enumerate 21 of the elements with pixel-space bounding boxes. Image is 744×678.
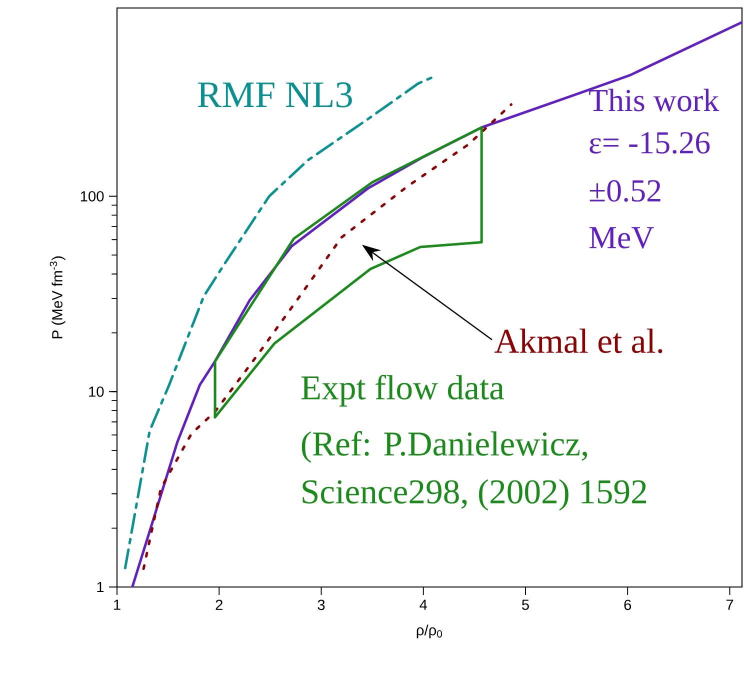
annotation: Science298, (2002) 1592 xyxy=(302,479,646,511)
x-tick-label: 5 xyxy=(522,600,529,610)
annotation: (Ref: P.Danielewicz, xyxy=(302,430,588,463)
x-tick-label: 2 xyxy=(216,600,222,610)
text: Akmal et al. xyxy=(494,328,662,354)
text: Expt flow data xyxy=(301,374,504,407)
y-axis-title: P (MeV fm$^{-3}$) xyxy=(50,256,66,338)
x-axis-title: ρ/ρ$_{0}$ xyxy=(416,624,442,638)
y-tick-label: 100 xyxy=(80,191,104,202)
series-label: RMF NL3 xyxy=(198,82,352,108)
y-tick-label: 10 xyxy=(89,386,104,397)
x-tick-label: 3 xyxy=(318,600,325,610)
x-tick-label: 1 xyxy=(114,600,120,610)
annotation: ±0.52 xyxy=(590,180,660,202)
x-tick-label: 7 xyxy=(726,600,734,610)
x-tick-label: 4 xyxy=(420,600,428,610)
series-label: This work xyxy=(589,88,720,112)
y-tick-label: 1 xyxy=(97,582,104,592)
x-tick-label: 6 xyxy=(624,600,632,610)
annotation: ε= -15.26 xyxy=(590,132,710,154)
annotation: MeV xyxy=(589,227,654,249)
